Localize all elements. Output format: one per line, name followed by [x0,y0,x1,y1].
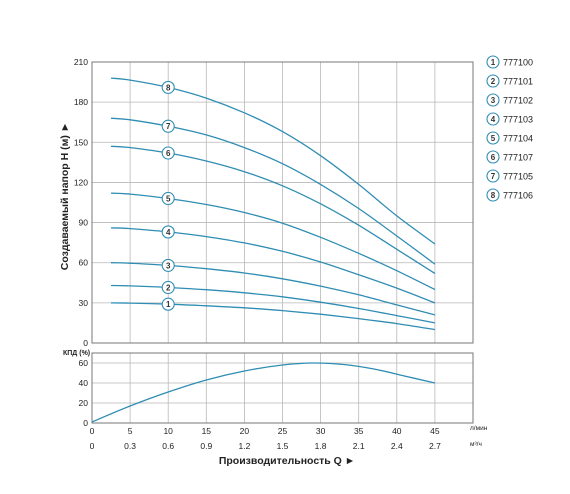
flow-tick-label: 25 [278,426,288,436]
legend-badge-number: 2 [491,77,496,86]
legend-badge-5 [486,131,500,145]
volume-tick-label: 2.1 [353,441,365,451]
legend-badge-number: 8 [491,191,496,200]
legend-label-5: 777104 [503,134,533,144]
efficiency-axis-label: КПД (%) [63,350,90,357]
volume-tick-label: 1.8 [315,441,327,451]
curve-badge-3 [161,258,175,272]
head-tick-label: 210 [74,57,88,67]
volume-tick-label: 0 [90,441,95,451]
curve-badge-number-5: 5 [166,194,171,203]
legend-badge-number: 6 [491,153,496,162]
volume-tick-label: 0.6 [162,441,174,451]
legend-badge-2 [486,74,500,88]
head-axis-title: Создаваемый напор H (м) ► [59,122,71,270]
legend-label-1: 777100 [503,58,533,68]
curve-badge-1 [161,297,175,311]
curve-badge-2 [161,280,175,295]
legend-label-6: 777107 [503,153,533,163]
flow-tick-label: 45 [430,426,440,436]
volume-tick-label: 1.5 [277,441,289,451]
volume-tick-label: 2.7 [429,441,441,451]
eff-tick-label: 40 [79,378,89,388]
flow-axis-title: Производительность Q ► [219,455,355,467]
legend-label-3: 777102 [503,96,533,106]
curve-badge-number-4: 4 [166,228,171,237]
curve-badge-number-2: 2 [166,283,171,292]
volume-tick-label: 2.4 [391,441,403,451]
legend-badge-number: 5 [491,134,496,143]
legend-badge-number: 4 [491,115,496,124]
volume-tick-label: 0.3 [124,441,136,451]
curve-badge-number-1: 1 [166,300,171,309]
curve-badge-number-6: 6 [166,149,171,158]
legend-badge-7 [486,169,500,183]
volume-unit-label: м³/ч [470,441,482,448]
flow-tick-label: 30 [316,426,326,436]
flow-tick-label: 10 [163,426,173,436]
volume-tick-label: 1.2 [238,441,250,451]
legend-label-7: 777105 [503,172,533,182]
flow-tick-label: 15 [202,426,212,436]
head-curve-1 [110,302,436,331]
legend-label-2: 777101 [503,77,533,87]
legend-badge-4 [486,112,500,126]
head-tick-label: 90 [79,218,89,228]
flow-tick-label: 35 [354,426,364,436]
legend-badge-number: 3 [491,96,496,105]
curve-badge-4 [161,225,175,239]
legend-badge-6 [486,150,500,164]
legend-label-8: 777106 [503,191,533,201]
head-tick-label: 60 [79,258,89,268]
legend-label-4: 777103 [503,115,533,125]
head-curve-4 [110,227,436,304]
head-curve-7 [110,117,436,265]
eff-tick-label: 0 [83,418,88,428]
curve-badge-5 [161,191,175,206]
flow-unit-label: л/мин [470,425,488,432]
legend-badge-8 [486,188,500,202]
eff-tick-label: 20 [79,398,89,408]
eff-tick-label: 60 [79,358,89,368]
volume-tick-label: 0.9 [200,441,212,451]
head-tick-label: 150 [74,137,88,147]
curve-badge-number-3: 3 [166,261,171,270]
legend-badge-1 [486,55,500,69]
curve-badge-7 [161,119,175,133]
head-curve-3 [110,262,436,316]
flow-tick-label: 20 [240,426,250,436]
legend-badge-number: 1 [491,58,496,67]
head-tick-label: 180 [74,97,88,107]
curve-badge-6 [161,146,175,160]
legend-badge-3 [486,93,500,107]
curve-badge-number-7: 7 [166,122,171,131]
head-tick-label: 120 [74,177,88,187]
flow-tick-label: 5 [128,426,133,436]
flow-tick-label: 40 [392,426,402,436]
efficiency-curve [91,362,436,423]
legend-badge-number: 7 [491,172,496,181]
head-curve-5 [110,192,436,291]
head-plot-frame [91,61,474,344]
curve-badge-8 [161,80,175,94]
eff-plot-frame [91,352,474,424]
head-curve-6 [110,145,436,274]
head-tick-label: 0 [83,338,88,348]
curve-badge-number-8: 8 [166,83,171,92]
flow-tick-label: 0 [90,426,95,436]
head-curve-2 [110,284,436,324]
head-tick-label: 30 [79,298,89,308]
head-curve-8 [110,77,436,245]
